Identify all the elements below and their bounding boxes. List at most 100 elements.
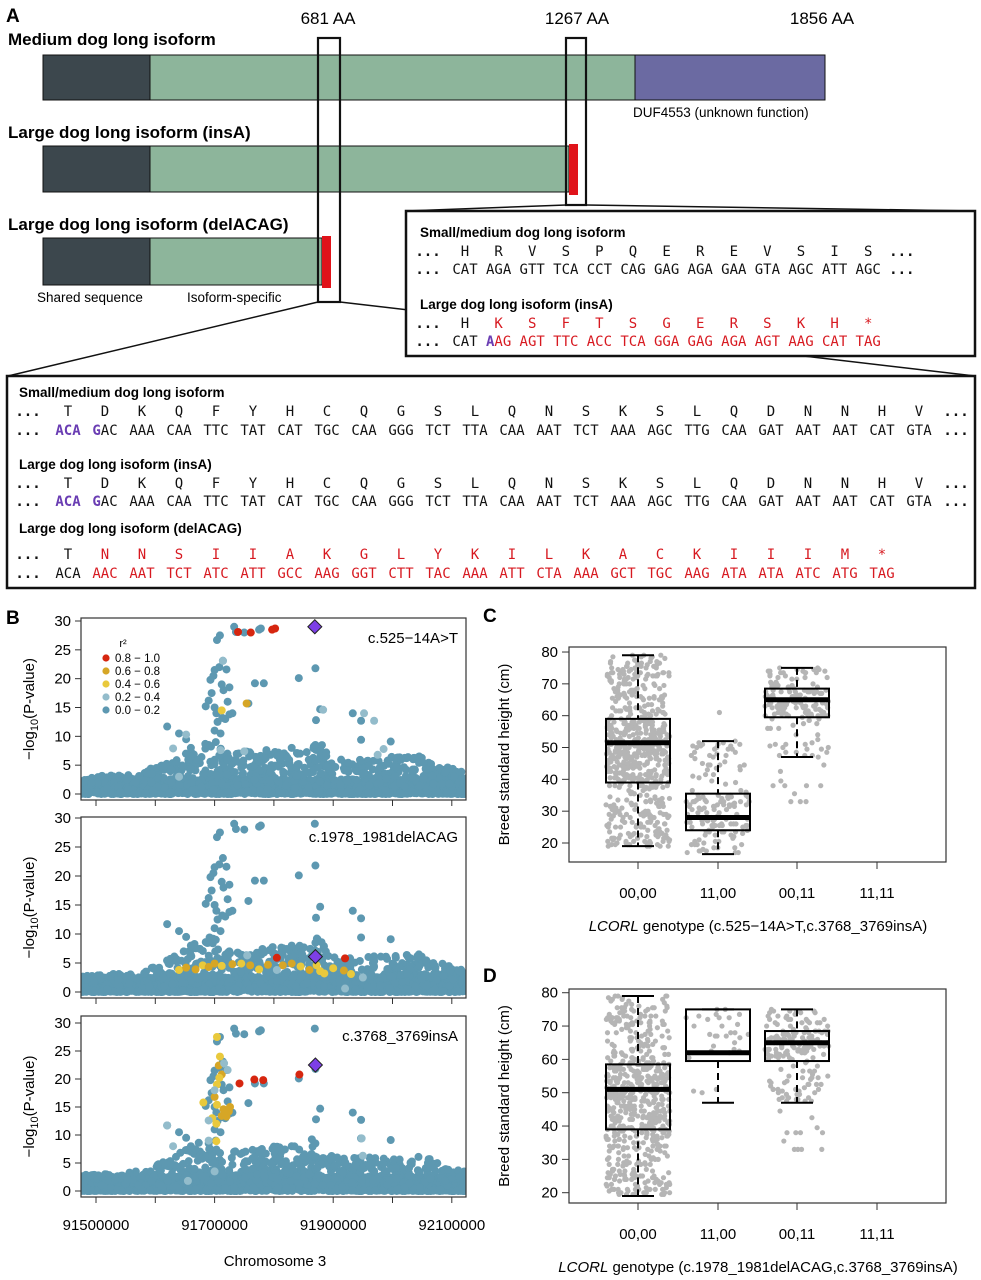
amino-acid: T — [64, 476, 73, 492]
nucleotide: T — [772, 334, 781, 350]
codon: CAT — [277, 494, 303, 510]
codon: AGT — [520, 334, 546, 350]
amino-acid: N — [841, 404, 849, 420]
amino-acid: H — [878, 476, 886, 492]
nucleotide: A — [730, 494, 739, 510]
aa-marker-1267: 1267 AA — [545, 9, 610, 28]
isoform-title-insA: Large dog long isoform (insA) — [8, 123, 251, 142]
y-tick-label: 15 — [54, 700, 71, 717]
nucleotide: G — [656, 566, 664, 582]
ellipsis: ... — [889, 262, 914, 278]
snp-point — [396, 755, 405, 764]
snp-point — [291, 783, 300, 792]
codon: ACA — [55, 494, 81, 510]
isoform-specific-segment — [149, 237, 323, 286]
snp-point — [147, 778, 156, 787]
nucleotide: T — [590, 423, 599, 439]
points-layer — [81, 619, 466, 798]
nucleotide: G — [763, 334, 771, 350]
nucleotide: T — [425, 423, 434, 439]
snp-point — [174, 788, 183, 797]
nucleotide: A — [619, 494, 628, 510]
codon: CAA — [351, 494, 377, 510]
aa-marker-681: 681 AA — [301, 9, 356, 28]
nucleotide: T — [442, 494, 451, 510]
nucleotide: T — [462, 494, 471, 510]
amino-acid: N — [804, 476, 812, 492]
snp-point — [188, 786, 197, 795]
snp-point-ld — [216, 746, 225, 755]
amino-acid: S — [434, 404, 442, 420]
nucleotide: C — [664, 494, 672, 510]
amino-acid: L — [471, 476, 479, 492]
ellipsis: ... — [415, 334, 440, 350]
nucleotide: C — [582, 423, 590, 439]
amino-acid: E — [696, 316, 704, 332]
snp-point — [184, 755, 193, 764]
snp-point-ld — [373, 750, 382, 759]
amino-acid: A — [619, 547, 628, 563]
codon: GAG — [654, 262, 679, 278]
nucleotide: A — [536, 494, 545, 510]
amino-acid: C — [323, 476, 331, 492]
snp-point — [277, 789, 286, 798]
snp-point — [275, 751, 284, 760]
snp-point — [93, 778, 102, 787]
amino-acid: P — [595, 244, 603, 260]
codon: GAA — [721, 262, 747, 278]
sequence-row-title: Large dog long isoform (insA) — [420, 297, 613, 312]
snp-point-ld — [271, 624, 280, 633]
amino-acid: T — [64, 404, 73, 420]
snp-point — [102, 784, 111, 793]
nucleotide: T — [573, 494, 582, 510]
nucleotide: A — [72, 566, 81, 582]
nucleotide: A — [520, 334, 529, 350]
shared-segment — [42, 54, 151, 101]
amino-acid: D — [101, 476, 109, 492]
nucleotide: G — [388, 423, 396, 439]
nucleotide: A — [804, 423, 813, 439]
y-axis-title: −log10(P-value) — [21, 658, 41, 760]
nucleotide: T — [203, 423, 212, 439]
lead-variant-diamond — [307, 619, 323, 635]
snp-point — [197, 788, 206, 797]
snp-point — [212, 771, 221, 780]
amino-acid: K — [582, 547, 591, 563]
nucleotide: G — [637, 262, 645, 278]
nucleotide: C — [452, 334, 460, 350]
snp-point — [148, 786, 157, 795]
nucleotide: T — [212, 566, 221, 582]
snp-point — [364, 788, 373, 797]
codon: GTA — [906, 494, 932, 510]
nucleotide: C — [499, 494, 507, 510]
nucleotide: T — [240, 494, 249, 510]
nucleotide: T — [839, 334, 848, 350]
amino-acid: H — [461, 316, 469, 332]
nucleotide: T — [730, 566, 739, 582]
nucleotide: C — [109, 494, 117, 510]
nucleotide: A — [486, 334, 495, 350]
nucleotide: A — [368, 494, 377, 510]
codon: ATC — [203, 566, 228, 582]
nucleotide: A — [55, 494, 64, 510]
nucleotide: G — [805, 334, 813, 350]
snp-point — [311, 740, 320, 749]
insA-mutation-marker — [569, 144, 578, 195]
nucleotide: A — [101, 423, 110, 439]
shared-sequence-label: Shared sequence — [37, 290, 143, 305]
codon: CAA — [721, 423, 747, 439]
nucleotide: G — [360, 566, 368, 582]
snp-point — [357, 716, 366, 725]
snp-point — [210, 755, 219, 764]
amino-acid: I — [767, 547, 775, 563]
nucleotide: T — [471, 494, 480, 510]
amino-acid: S — [528, 316, 536, 332]
sequence-row-title: Small/medium dog long isoform — [420, 225, 626, 240]
nucleotide: A — [878, 566, 887, 582]
snp-point — [207, 689, 216, 698]
amino-acid: K — [323, 547, 332, 563]
nucleotide: G — [906, 423, 914, 439]
nucleotide: T — [368, 566, 377, 582]
sequence-block-insA: Small/medium dog long isoform...........… — [415, 225, 914, 350]
nucleotide: T — [405, 566, 414, 582]
